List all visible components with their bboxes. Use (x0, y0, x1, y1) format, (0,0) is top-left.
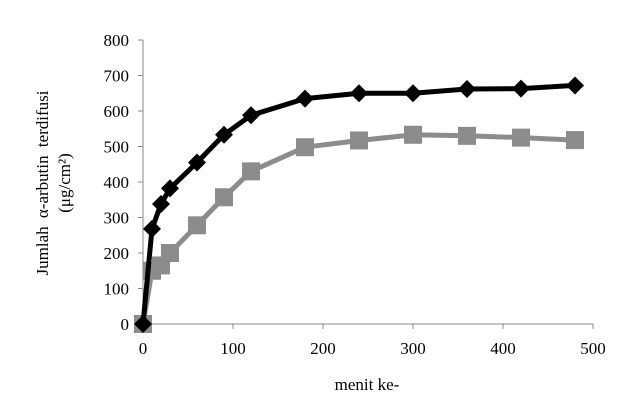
data-point-diamond (242, 106, 260, 125)
y-tick-label: 200 (104, 244, 130, 263)
data-point-square (242, 162, 260, 181)
data-point-diamond (404, 84, 422, 103)
data-point-square (161, 244, 179, 262)
data-point-diamond (296, 89, 314, 108)
data-point-diamond (134, 315, 152, 333)
y-tick-label: 600 (104, 102, 130, 121)
data-point-square (404, 125, 422, 144)
y-tick-label: 300 (104, 209, 130, 228)
y-axis-title-line1: Jumlah α-arbutin terdifusi (33, 90, 52, 275)
data-point-square (350, 131, 368, 150)
data-point-diamond (350, 84, 368, 103)
x-tick-label: 0 (139, 339, 148, 358)
y-tick-label: 800 (104, 31, 130, 50)
y-tick-label: 100 (104, 280, 130, 299)
data-point-diamond (188, 153, 206, 172)
x-tick-label: 500 (580, 339, 606, 358)
x-tick-label: 200 (310, 339, 336, 358)
axes (138, 39, 594, 329)
data-point-diamond (143, 219, 161, 238)
data-point-diamond (512, 79, 530, 98)
data-point-square (566, 131, 584, 150)
data-point-diamond (458, 79, 476, 98)
x-tick-label: 300 (400, 339, 426, 358)
y-tick-label: 500 (104, 138, 130, 157)
data-point-square (188, 216, 206, 235)
x-axis-title: menit ke- (335, 375, 400, 394)
series-layer (134, 76, 584, 333)
data-point-diamond (566, 76, 584, 95)
data-point-square (512, 128, 530, 147)
data-point-diamond (161, 179, 179, 198)
data-point-square (215, 188, 233, 207)
data-point-diamond (152, 195, 170, 214)
x-tick-label: 400 (490, 339, 516, 358)
x-tick-label: 100 (220, 339, 246, 358)
series-line-square (140, 132, 576, 325)
y-tick-label: 700 (104, 67, 130, 86)
data-point-diamond (215, 125, 233, 144)
y-tick-label: 0 (121, 315, 130, 334)
y-axis-title-line2: (μg/cm²) (55, 153, 74, 213)
data-point-square (296, 138, 314, 157)
data-point-square (458, 126, 476, 145)
y-axis-title-group: Jumlah α-arbutin terdifusi (μg/cm²) (33, 90, 74, 275)
y-tick-label: 400 (104, 173, 130, 192)
tick-labels: 0 100 200 300 400 500 600 700 800 0 100 200 300 400 50… (104, 31, 606, 358)
series-line-diamond (140, 82, 576, 325)
